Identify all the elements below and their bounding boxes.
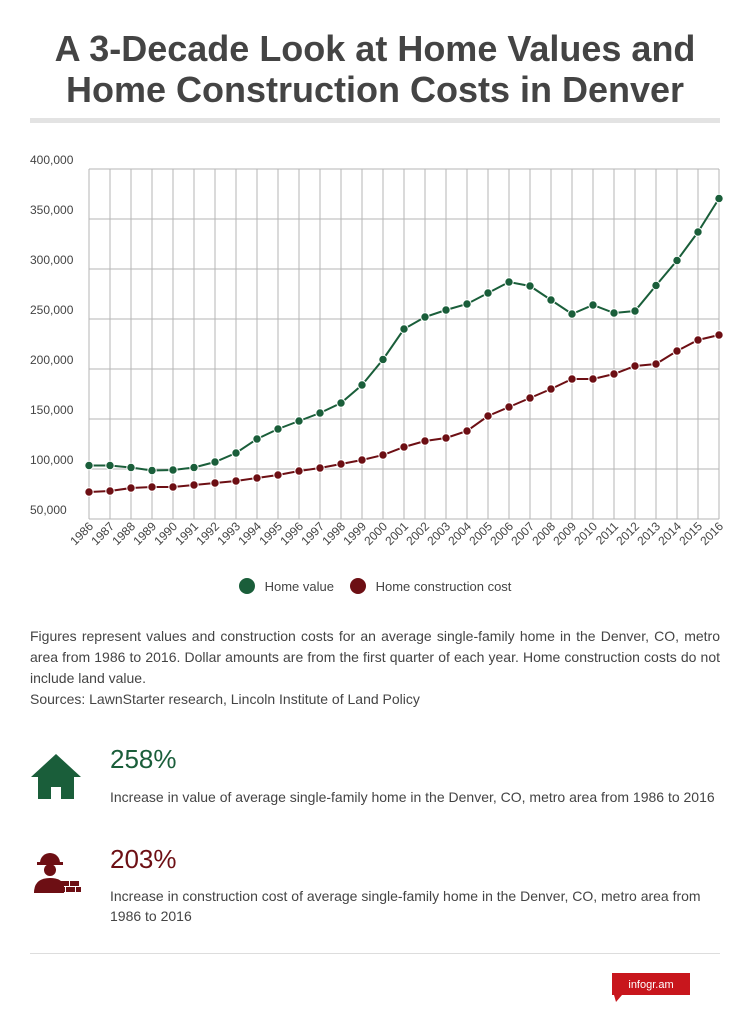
construction-cost-point: [651, 359, 661, 369]
construction-cost-point: [714, 330, 724, 340]
home-value-point: [567, 309, 577, 319]
home-value-point: [252, 434, 262, 444]
line-chart: 400,000 350,000 300,000 250,000 200,000 150,0…: [30, 153, 726, 548]
home-value-point: [378, 354, 388, 365]
construction-cost-point: [378, 450, 388, 460]
stat-desc-construction: Increase in construction cost of average…: [110, 888, 701, 924]
home-value-point: [630, 306, 640, 316]
stat-value-construction: 203%: [110, 844, 177, 874]
title-line-2: Home Construction Costs in Denver: [65, 69, 685, 110]
chart-legend: Home value Home construction cost: [0, 578, 750, 597]
home-value-point: [336, 398, 346, 408]
badge-label: infogr.am: [628, 979, 673, 991]
construction-cost-point: [483, 411, 493, 421]
home-value-point: [189, 462, 199, 473]
y-tick-label: 350,000: [30, 203, 74, 217]
home-value-point: [441, 305, 451, 315]
construction-cost-point: [693, 335, 703, 345]
home-value-point: [399, 324, 409, 334]
home-value-point: [546, 295, 556, 305]
home-value-point: [504, 277, 514, 287]
badge-shape: [612, 973, 690, 1002]
construction-cost-point: [315, 463, 325, 473]
notes-block: Figures represent values and constructio…: [30, 626, 720, 710]
construction-cost-point: [336, 459, 346, 469]
construction-cost-point: [525, 393, 535, 403]
stat-home-value: 258% Increase in value of average single…: [30, 744, 720, 834]
title-line-1: A 3-Decade Look at Home Values and: [54, 28, 696, 69]
page-title: A 3-Decade Look at Home Values and Home …: [30, 28, 720, 110]
home-value-point: [84, 460, 94, 471]
home-value-point: [315, 408, 325, 418]
stat-construction-cost: 203% Increase in construction cost of av…: [30, 844, 720, 934]
home-value-point: [357, 380, 367, 390]
construction-cost-point: [609, 369, 619, 379]
home-value-point: [525, 281, 535, 291]
home-value-point: [168, 465, 178, 475]
construction-cost-point: [399, 442, 409, 452]
construction-cost-point: [630, 361, 640, 371]
construction-cost-point: [462, 426, 472, 436]
home-value-point: [672, 255, 682, 266]
construction-cost-point: [252, 473, 262, 483]
y-tick-label: 300,000: [30, 253, 74, 267]
construction-cost-point: [126, 483, 136, 493]
legend-swatch-home-value: [238, 578, 255, 594]
home-value-point: [294, 416, 304, 426]
home-value-point: [651, 280, 661, 291]
home-value-point: [462, 299, 472, 309]
legend-item-construction-cost[interactable]: Home construction cost: [349, 578, 512, 594]
construction-cost-point: [210, 478, 220, 488]
home-value-point: [420, 312, 430, 322]
stat-value-home: 258%: [110, 744, 177, 774]
y-tick-label: 100,000: [30, 453, 74, 467]
y-tick-label: 200,000: [30, 353, 74, 367]
construction-cost-point: [441, 433, 451, 443]
legend-item-home-value[interactable]: Home value: [238, 578, 334, 594]
notes-body: Figures represent values and constructio…: [30, 628, 720, 686]
construction-cost-point: [672, 346, 682, 356]
home-value-point: [693, 227, 703, 237]
construction-cost-point: [357, 455, 367, 465]
construction-cost-point: [189, 480, 199, 490]
construction-cost-point: [567, 374, 577, 384]
construction-cost-point: [84, 487, 94, 497]
y-tick-label: 250,000: [30, 303, 74, 317]
home-value-point: [126, 462, 136, 473]
construction-cost-point: [504, 402, 514, 412]
title-divider: [30, 118, 720, 123]
construction-cost-point: [546, 384, 556, 394]
construction-cost-point: [168, 482, 178, 492]
y-tick-label: 400,000: [30, 153, 74, 167]
construction-cost-point: [147, 482, 157, 492]
legend-label-construction-cost: Home construction cost: [375, 578, 512, 594]
legend-swatch-construction-cost: [349, 578, 366, 594]
home-value-point: [105, 460, 115, 471]
construction-cost-point: [588, 374, 598, 384]
notes-sources: Sources: LawnStarter research, Lincoln I…: [30, 691, 420, 707]
home-value-point: [231, 448, 241, 458]
home-value-point: [588, 300, 598, 310]
construction-cost-point: [105, 486, 115, 496]
infogram-badge[interactable]: infogr.am: [612, 973, 692, 1003]
house-icon: [31, 754, 81, 799]
construction-cost-point: [294, 466, 304, 476]
construction-worker-icon: [34, 853, 81, 893]
x-tick-label: 2016: [697, 519, 726, 548]
home-value-point: [210, 457, 220, 467]
legend-label-home-value: Home value: [264, 578, 334, 594]
construction-cost-point: [231, 476, 241, 486]
home-value-point: [273, 424, 283, 434]
home-value-point: [483, 288, 493, 298]
footer-divider: [30, 953, 720, 954]
y-tick-label: 150,000: [30, 403, 74, 417]
home-value-point: [609, 308, 619, 318]
home-value-point: [714, 193, 724, 204]
construction-cost-point: [273, 470, 283, 480]
home-value-point: [147, 465, 157, 476]
stat-desc-home: Increase in value of average single-fami…: [110, 789, 715, 805]
construction-cost-point: [420, 436, 430, 446]
y-tick-label: 50,000: [30, 503, 67, 517]
